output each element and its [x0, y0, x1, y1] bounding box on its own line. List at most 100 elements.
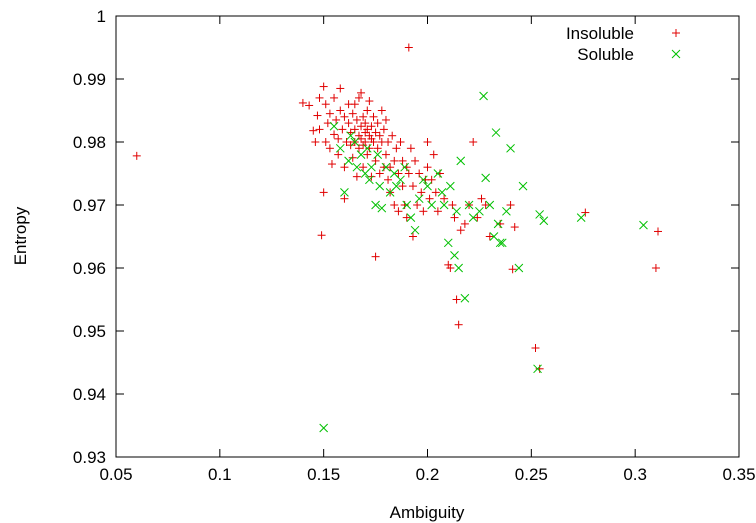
point-soluble	[344, 156, 353, 166]
point-insoluble	[381, 150, 390, 159]
point-insoluble	[363, 125, 372, 134]
point-soluble	[481, 173, 491, 183]
point-insoluble	[535, 364, 544, 373]
y-tick-label: 1	[97, 7, 106, 26]
point-insoluble	[354, 93, 363, 102]
point-insoluble	[346, 141, 355, 150]
x-axis-label: Ambiguity	[390, 503, 465, 522]
point-insoluble	[340, 112, 349, 121]
point-insoluble	[384, 138, 393, 146]
point-soluble	[377, 203, 387, 213]
series-soluble	[319, 91, 648, 433]
point-soluble	[346, 131, 356, 141]
y-tick-label: 0.99	[73, 70, 106, 89]
point-soluble	[485, 200, 495, 210]
point-soluble	[350, 137, 360, 147]
y-axis-ticks: 0.93 0.94 0.95 0.96 0.97 0.98 0.99 1	[73, 7, 739, 467]
point-insoluble	[398, 182, 407, 191]
legend-label-soluble: Soluble	[577, 45, 634, 64]
point-soluble	[456, 156, 466, 166]
plot-frame	[115, 15, 740, 458]
point-soluble	[375, 181, 385, 191]
point-soluble	[340, 188, 349, 197]
y-tick-label: 0.97	[73, 196, 106, 215]
point-insoluble	[381, 115, 390, 124]
point-insoluble	[508, 265, 517, 274]
point-soluble	[371, 200, 380, 210]
x-tick-label: 0.35	[722, 465, 755, 484]
x-tick-label: 0.05	[99, 465, 132, 484]
point-insoluble	[423, 163, 432, 172]
point-insoluble	[325, 144, 334, 153]
point-insoluble	[435, 169, 444, 178]
point-soluble	[381, 162, 391, 172]
point-soluble	[497, 238, 507, 248]
point-insoluble	[394, 207, 403, 216]
point-insoluble	[367, 122, 376, 131]
point-insoluble	[531, 344, 540, 353]
point-insoluble	[363, 106, 372, 115]
point-soluble	[414, 194, 424, 204]
point-insoluble	[321, 100, 330, 109]
point-soluble	[535, 210, 544, 219]
point-insoluble	[404, 43, 413, 52]
point-soluble	[423, 181, 432, 191]
point-insoluble	[361, 138, 370, 146]
point-insoluble	[408, 232, 417, 241]
point-insoluble	[363, 150, 372, 159]
point-insoluble	[348, 109, 357, 118]
y-tick-label: 0.96	[73, 259, 106, 278]
point-insoluble	[473, 213, 482, 222]
point-soluble	[367, 162, 376, 172]
point-insoluble	[327, 160, 336, 169]
point-insoluble	[485, 232, 494, 241]
x-tick-label: 0.1	[208, 465, 232, 484]
point-insoluble	[431, 188, 440, 197]
point-insoluble	[369, 112, 378, 121]
point-soluble	[406, 213, 416, 222]
point-soluble	[533, 364, 542, 374]
point-insoluble	[350, 100, 359, 109]
point-insoluble	[392, 144, 401, 153]
point-soluble	[362, 143, 372, 153]
y-tick-label: 0.95	[73, 322, 106, 341]
point-insoluble	[452, 295, 461, 304]
point-soluble	[402, 200, 412, 210]
point-insoluble	[396, 138, 405, 146]
x-tick-label: 0.2	[416, 465, 440, 484]
point-insoluble	[496, 219, 505, 228]
point-insoluble	[377, 106, 386, 115]
point-soluble	[396, 175, 405, 185]
series-insoluble	[132, 43, 663, 373]
point-insoluble	[352, 115, 361, 124]
point-soluble	[454, 263, 464, 273]
point-soluble	[329, 121, 339, 131]
point-insoluble	[373, 144, 382, 153]
x-axis-ticks: 0.05 0.1 0.15 0.2 0.25 0.3 0.35	[99, 16, 756, 484]
point-soluble	[639, 220, 648, 230]
point-insoluble	[359, 112, 368, 121]
x-tick-label: 0.3	[623, 465, 647, 484]
point-insoluble	[344, 119, 353, 128]
legend: Insoluble Soluble	[566, 24, 681, 64]
point-soluble	[433, 169, 443, 178]
point-insoluble	[375, 131, 384, 140]
point-insoluble	[365, 97, 374, 106]
point-soluble	[479, 91, 488, 101]
x-tick-label: 0.15	[307, 465, 340, 484]
point-insoluble	[373, 119, 382, 128]
point-soluble	[502, 206, 511, 216]
point-insoluble	[651, 264, 660, 272]
point-insoluble	[309, 126, 318, 135]
y-axis-label: Entropy	[11, 206, 30, 265]
point-insoluble	[398, 156, 407, 165]
point-insoluble	[481, 201, 490, 209]
point-insoluble	[375, 169, 384, 178]
point-insoluble	[460, 219, 469, 228]
point-soluble	[319, 423, 329, 433]
point-soluble	[391, 181, 401, 191]
legend-marker-insoluble	[672, 29, 680, 37]
point-insoluble	[454, 320, 463, 329]
y-tick-label: 0.98	[73, 133, 106, 152]
